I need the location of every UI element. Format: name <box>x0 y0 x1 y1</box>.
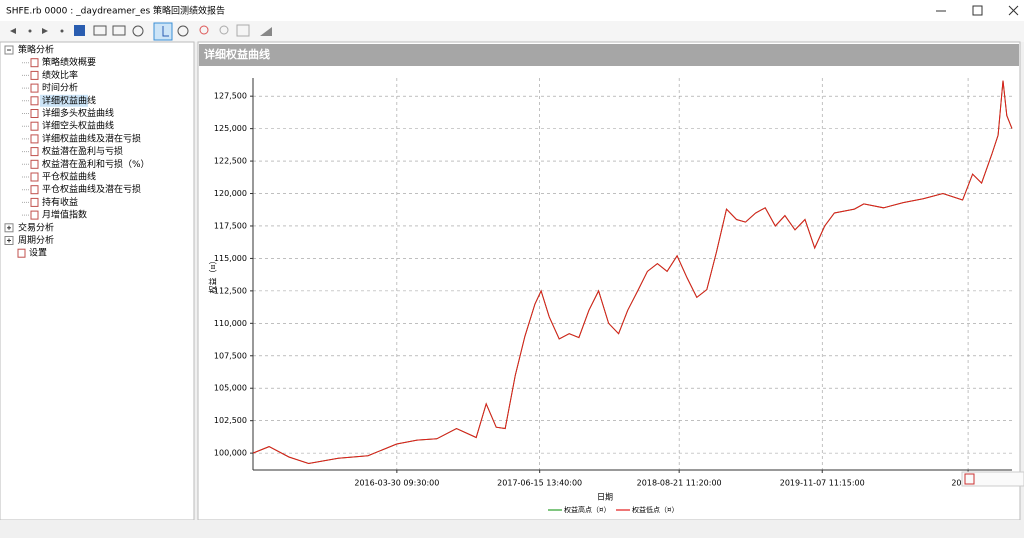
ime-box <box>961 471 1024 487</box>
y-axis-label: 权益（¤） <box>208 256 218 293</box>
y-tick-label: 110,000 <box>214 319 247 328</box>
tree-node[interactable]: 详细空头权益曲线 <box>42 120 114 132</box>
node-icon <box>30 58 39 68</box>
toolbar-icons[interactable] <box>10 22 272 41</box>
tree: 策略分析策略绩效概要绩效比率时间分析详细权益曲线详细多头权益曲线详细空头权益曲线… <box>4 44 150 259</box>
x-axis-label: 日期 <box>597 493 613 502</box>
title-bar <box>0 0 1024 21</box>
tree-node[interactable]: 详细多头权益曲线 <box>42 107 114 119</box>
forward[interactable] <box>42 28 48 34</box>
back[interactable] <box>10 28 16 34</box>
tree-node[interactable]: 周期分析 <box>18 234 54 246</box>
y-tick-label: 100,000 <box>214 449 247 458</box>
cursor-icon <box>162 26 169 37</box>
dropdown[interactable] <box>60 29 64 33</box>
node-icon <box>30 159 39 169</box>
x-tick-label: 2016-03-30 09:30:00 <box>354 479 439 488</box>
x-tick-label: 2017-06-15 13:40:00 <box>497 479 582 488</box>
save[interactable] <box>74 25 85 36</box>
tree-node[interactable]: 时间分析 <box>42 82 78 94</box>
y-tick-label: 105,000 <box>214 384 247 393</box>
y-tick-label: 115,000 <box>214 254 247 263</box>
node-icon <box>30 109 39 118</box>
x-tick-label: 2018-08-21 11:20:00 <box>637 479 722 488</box>
y-tick-label: 102,500 <box>214 416 247 425</box>
tree-node[interactable]: 持有收益 <box>42 196 78 208</box>
selection <box>40 94 88 107</box>
tree-node[interactable]: 平仓权益曲线及潜在亏损 <box>42 183 141 195</box>
y-tick-label: 117,500 <box>214 221 247 230</box>
pan[interactable] <box>177 25 189 37</box>
zoom-in[interactable] <box>199 25 209 35</box>
tree-node[interactable]: 交易分析 <box>18 221 54 233</box>
window-title: SHFE.rb 0000 : _daydreamer_es 策略回测绩效报告 <box>6 5 225 17</box>
legend-label: 权益高点（¤） <box>564 505 610 514</box>
y-tick-label: 122,500 <box>214 157 247 166</box>
y-tick-label: 120,000 <box>214 189 247 198</box>
series-line <box>252 80 1013 465</box>
node-icon <box>30 83 39 93</box>
toolbar <box>0 21 1024 42</box>
ime-icon <box>964 473 975 485</box>
tree-node[interactable]: 权益潜在盈利和亏损（%） <box>42 158 150 170</box>
node-icon <box>30 96 39 106</box>
tree-node[interactable]: 详细权益曲线及潜在亏损 <box>42 132 141 144</box>
reset-zoom[interactable] <box>236 24 250 37</box>
tree-node[interactable]: 详细权益曲线 <box>42 94 96 106</box>
tree-node[interactable]: 绩效比率 <box>42 69 78 81</box>
tree-node[interactable]: 月增值指数 <box>42 209 87 221</box>
node-icon <box>30 70 39 80</box>
x-tick-label: 2019-11-07 11:15:00 <box>780 479 865 488</box>
window-controls[interactable] <box>936 5 1019 16</box>
status-bar <box>0 520 1024 534</box>
node-icon <box>30 134 39 144</box>
node-icon <box>30 210 39 220</box>
tree-node[interactable]: 策略绩效概要 <box>42 56 96 68</box>
settings[interactable] <box>132 25 144 37</box>
print[interactable] <box>112 25 126 36</box>
maximize[interactable] <box>972 5 983 16</box>
node-icon <box>17 248 26 258</box>
tree-node[interactable]: 策略分析 <box>18 44 54 56</box>
y-tick-label: 125,000 <box>214 124 247 133</box>
node-icon <box>30 121 39 131</box>
chart: 100,000 102,500 105,000 107,500 110,000 112,5… <box>208 78 1013 514</box>
close[interactable] <box>1008 5 1019 16</box>
node-icon <box>30 172 39 182</box>
tree-node[interactable]: 权益潜在盈利与亏损 <box>42 145 123 157</box>
zoom-out[interactable] <box>219 25 229 35</box>
legend-label: 权益低点（¤） <box>632 505 678 514</box>
ime-bar <box>961 471 1024 487</box>
y-tick-label: 112,500 <box>214 286 247 295</box>
tree-node[interactable]: 平仓权益曲线 <box>42 171 96 183</box>
y-tick-label: 107,500 <box>214 351 247 360</box>
chart-style[interactable] <box>260 27 272 36</box>
y-tick-label: 127,500 <box>214 92 247 101</box>
tree-node[interactable]: 设置 <box>29 248 47 259</box>
node-icon <box>30 185 39 195</box>
panel-title: 详细权益曲线 <box>204 47 270 61</box>
panel-header <box>199 44 1019 66</box>
copy[interactable] <box>93 25 107 36</box>
node-icon <box>30 197 39 207</box>
content-pane <box>197 41 1021 521</box>
node-icon <box>30 147 39 157</box>
tree-pane <box>0 41 195 521</box>
dropdown[interactable] <box>28 29 32 33</box>
